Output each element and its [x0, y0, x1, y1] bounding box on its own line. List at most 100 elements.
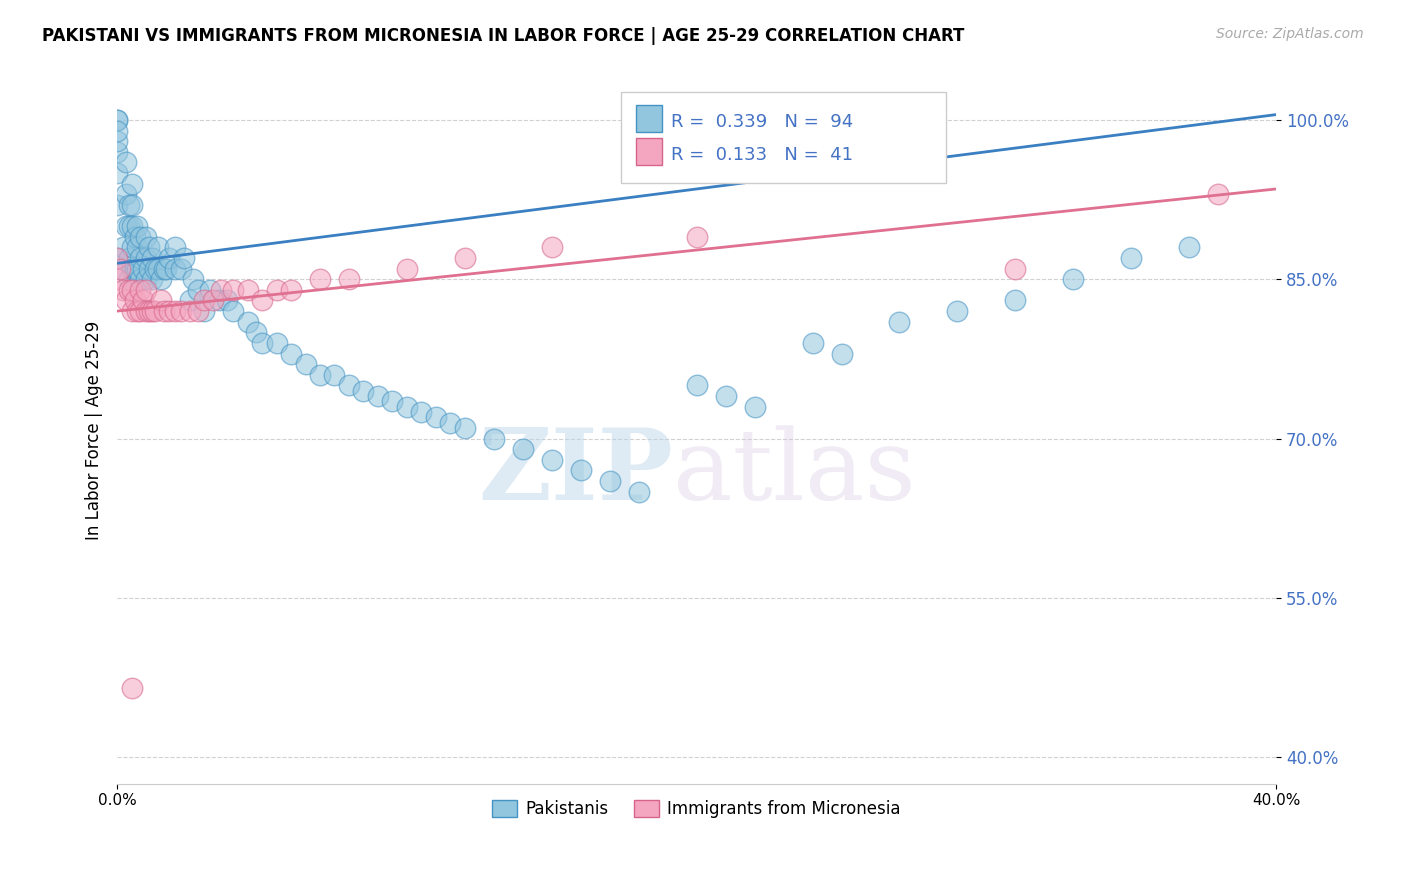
Point [266, 335, 288, 350]
Point [149, 293, 172, 308]
FancyBboxPatch shape [637, 138, 662, 165]
Point [121, 198, 143, 212]
Point [135, 272, 157, 286]
Point [801, 335, 824, 350]
Point [105, 123, 128, 137]
Text: atlas: atlas [673, 425, 917, 521]
Point [143, 304, 166, 318]
Point [127, 219, 149, 234]
Point [121, 261, 143, 276]
Point [152, 261, 174, 276]
Point [685, 229, 707, 244]
Point [179, 293, 201, 308]
Point [395, 400, 418, 414]
Point [111, 261, 134, 276]
Point [127, 240, 149, 254]
Point [512, 442, 534, 457]
Point [425, 410, 447, 425]
Point [105, 134, 128, 148]
Point [309, 368, 332, 382]
Point [222, 304, 245, 318]
Point [1062, 272, 1084, 286]
Point [946, 304, 969, 318]
Point [111, 240, 134, 254]
Point [138, 240, 160, 254]
Point [187, 283, 209, 297]
Point [353, 384, 375, 398]
Point [135, 283, 157, 297]
Point [323, 368, 346, 382]
Point [569, 463, 592, 477]
Point [121, 304, 143, 318]
Point [439, 416, 461, 430]
Point [266, 283, 288, 297]
Point [201, 293, 224, 308]
Point [165, 240, 187, 254]
Point [685, 378, 707, 392]
Point [245, 326, 267, 340]
Point [105, 145, 128, 159]
Point [1206, 187, 1229, 202]
Point [129, 229, 152, 244]
Point [118, 198, 141, 212]
Point [146, 240, 169, 254]
Point [157, 304, 180, 318]
Point [395, 261, 418, 276]
Point [236, 283, 259, 297]
Point [207, 293, 229, 308]
Point [146, 261, 169, 276]
Point [222, 283, 245, 297]
Point [149, 272, 172, 286]
Point [105, 251, 128, 265]
Point [115, 293, 138, 308]
Point [124, 261, 146, 276]
Point [454, 251, 477, 265]
Point [165, 261, 187, 276]
Point [411, 405, 433, 419]
Point [193, 293, 215, 308]
Point [124, 229, 146, 244]
Point [135, 304, 157, 318]
Point [155, 261, 177, 276]
Point [193, 304, 215, 318]
Point [1121, 251, 1143, 265]
Point [115, 155, 138, 169]
Point [121, 177, 143, 191]
Point [1178, 240, 1201, 254]
Point [1004, 293, 1026, 308]
Point [599, 474, 621, 488]
Point [129, 304, 152, 318]
Point [129, 272, 152, 286]
Point [108, 261, 131, 276]
Point [211, 283, 233, 297]
Point [118, 219, 141, 234]
Point [714, 389, 737, 403]
Point [170, 261, 193, 276]
Point [129, 251, 152, 265]
Point [540, 452, 562, 467]
Text: R =  0.339   N =  94: R = 0.339 N = 94 [671, 113, 853, 131]
Point [157, 251, 180, 265]
Point [127, 304, 149, 318]
Point [111, 283, 134, 297]
Point [309, 272, 332, 286]
Point [141, 304, 163, 318]
Point [482, 432, 505, 446]
Point [170, 304, 193, 318]
Point [454, 421, 477, 435]
Point [138, 261, 160, 276]
Point [121, 283, 143, 297]
Point [132, 261, 155, 276]
Point [280, 283, 302, 297]
Point [250, 335, 273, 350]
Point [105, 166, 128, 180]
FancyBboxPatch shape [621, 92, 946, 184]
Point [105, 198, 128, 212]
Point [198, 283, 221, 297]
Point [540, 240, 562, 254]
Point [165, 304, 187, 318]
Text: PAKISTANI VS IMMIGRANTS FROM MICRONESIA IN LABOR FORCE | AGE 25-29 CORRELATION C: PAKISTANI VS IMMIGRANTS FROM MICRONESIA … [42, 27, 965, 45]
Text: ZIP: ZIP [478, 425, 673, 522]
Point [337, 378, 360, 392]
Point [173, 251, 195, 265]
